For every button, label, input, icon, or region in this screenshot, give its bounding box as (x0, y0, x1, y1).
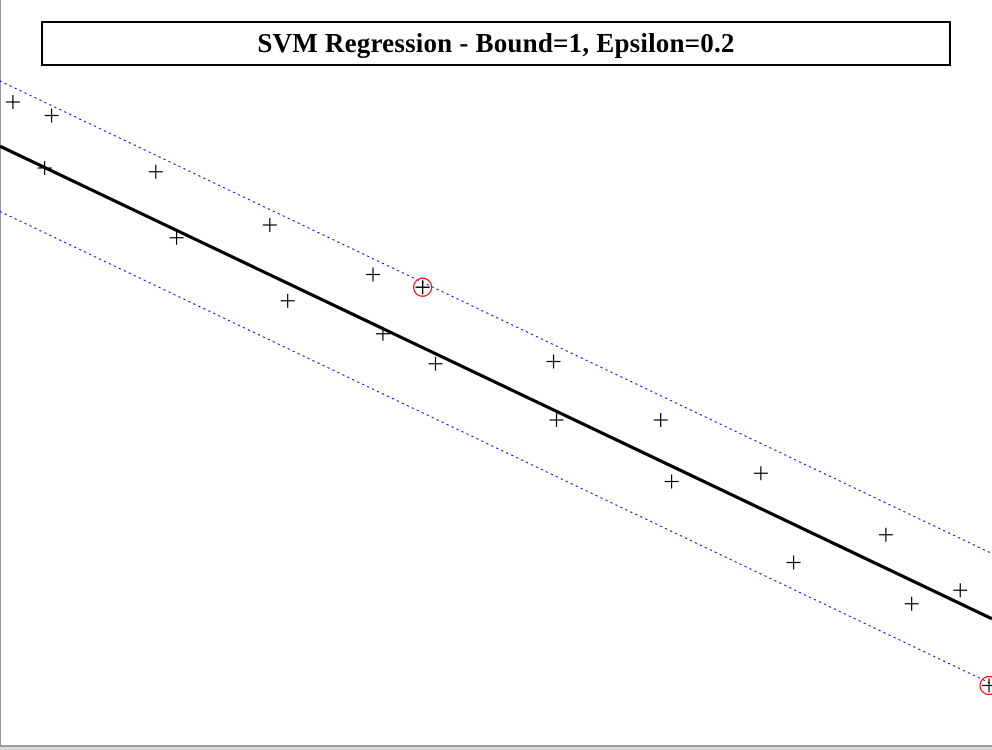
window-left-edge (0, 0, 1, 746)
window-bottom-edge (0, 745, 992, 747)
data-point (653, 413, 668, 427)
data-point (549, 413, 564, 427)
data-point (262, 218, 277, 232)
data-point (37, 161, 52, 175)
data-point (753, 466, 768, 481)
data-point (786, 555, 801, 570)
support-vector (979, 675, 992, 696)
data-point (365, 267, 380, 282)
support-vector-circle (412, 277, 433, 297)
window-bottom-shadow (0, 747, 992, 750)
data-point (375, 326, 390, 341)
epsilon-lower-line (0, 211, 992, 685)
regression-line-layer (0, 144, 992, 621)
support-vector-circle (979, 675, 992, 696)
epsilon-band-lines (0, 80, 992, 685)
data-point (428, 356, 443, 371)
data-point (169, 230, 184, 245)
data-point (546, 354, 561, 369)
data-point (664, 474, 679, 489)
regression-line (0, 144, 992, 621)
data-points (5, 95, 968, 611)
data-point (953, 583, 968, 598)
data-point (904, 596, 919, 611)
data-point (5, 95, 20, 109)
support-vectors (412, 277, 992, 696)
data-point (44, 108, 59, 123)
chart-title: SVM Regression - Bound=1, Epsilon=0.2 (257, 28, 735, 58)
data-point (148, 164, 163, 179)
data-point (280, 293, 295, 308)
epsilon-upper-line (0, 80, 992, 554)
data-point (878, 527, 893, 542)
support-vector (412, 277, 433, 297)
chart-title-box: SVM Regression - Bound=1, Epsilon=0.2 (41, 21, 951, 66)
